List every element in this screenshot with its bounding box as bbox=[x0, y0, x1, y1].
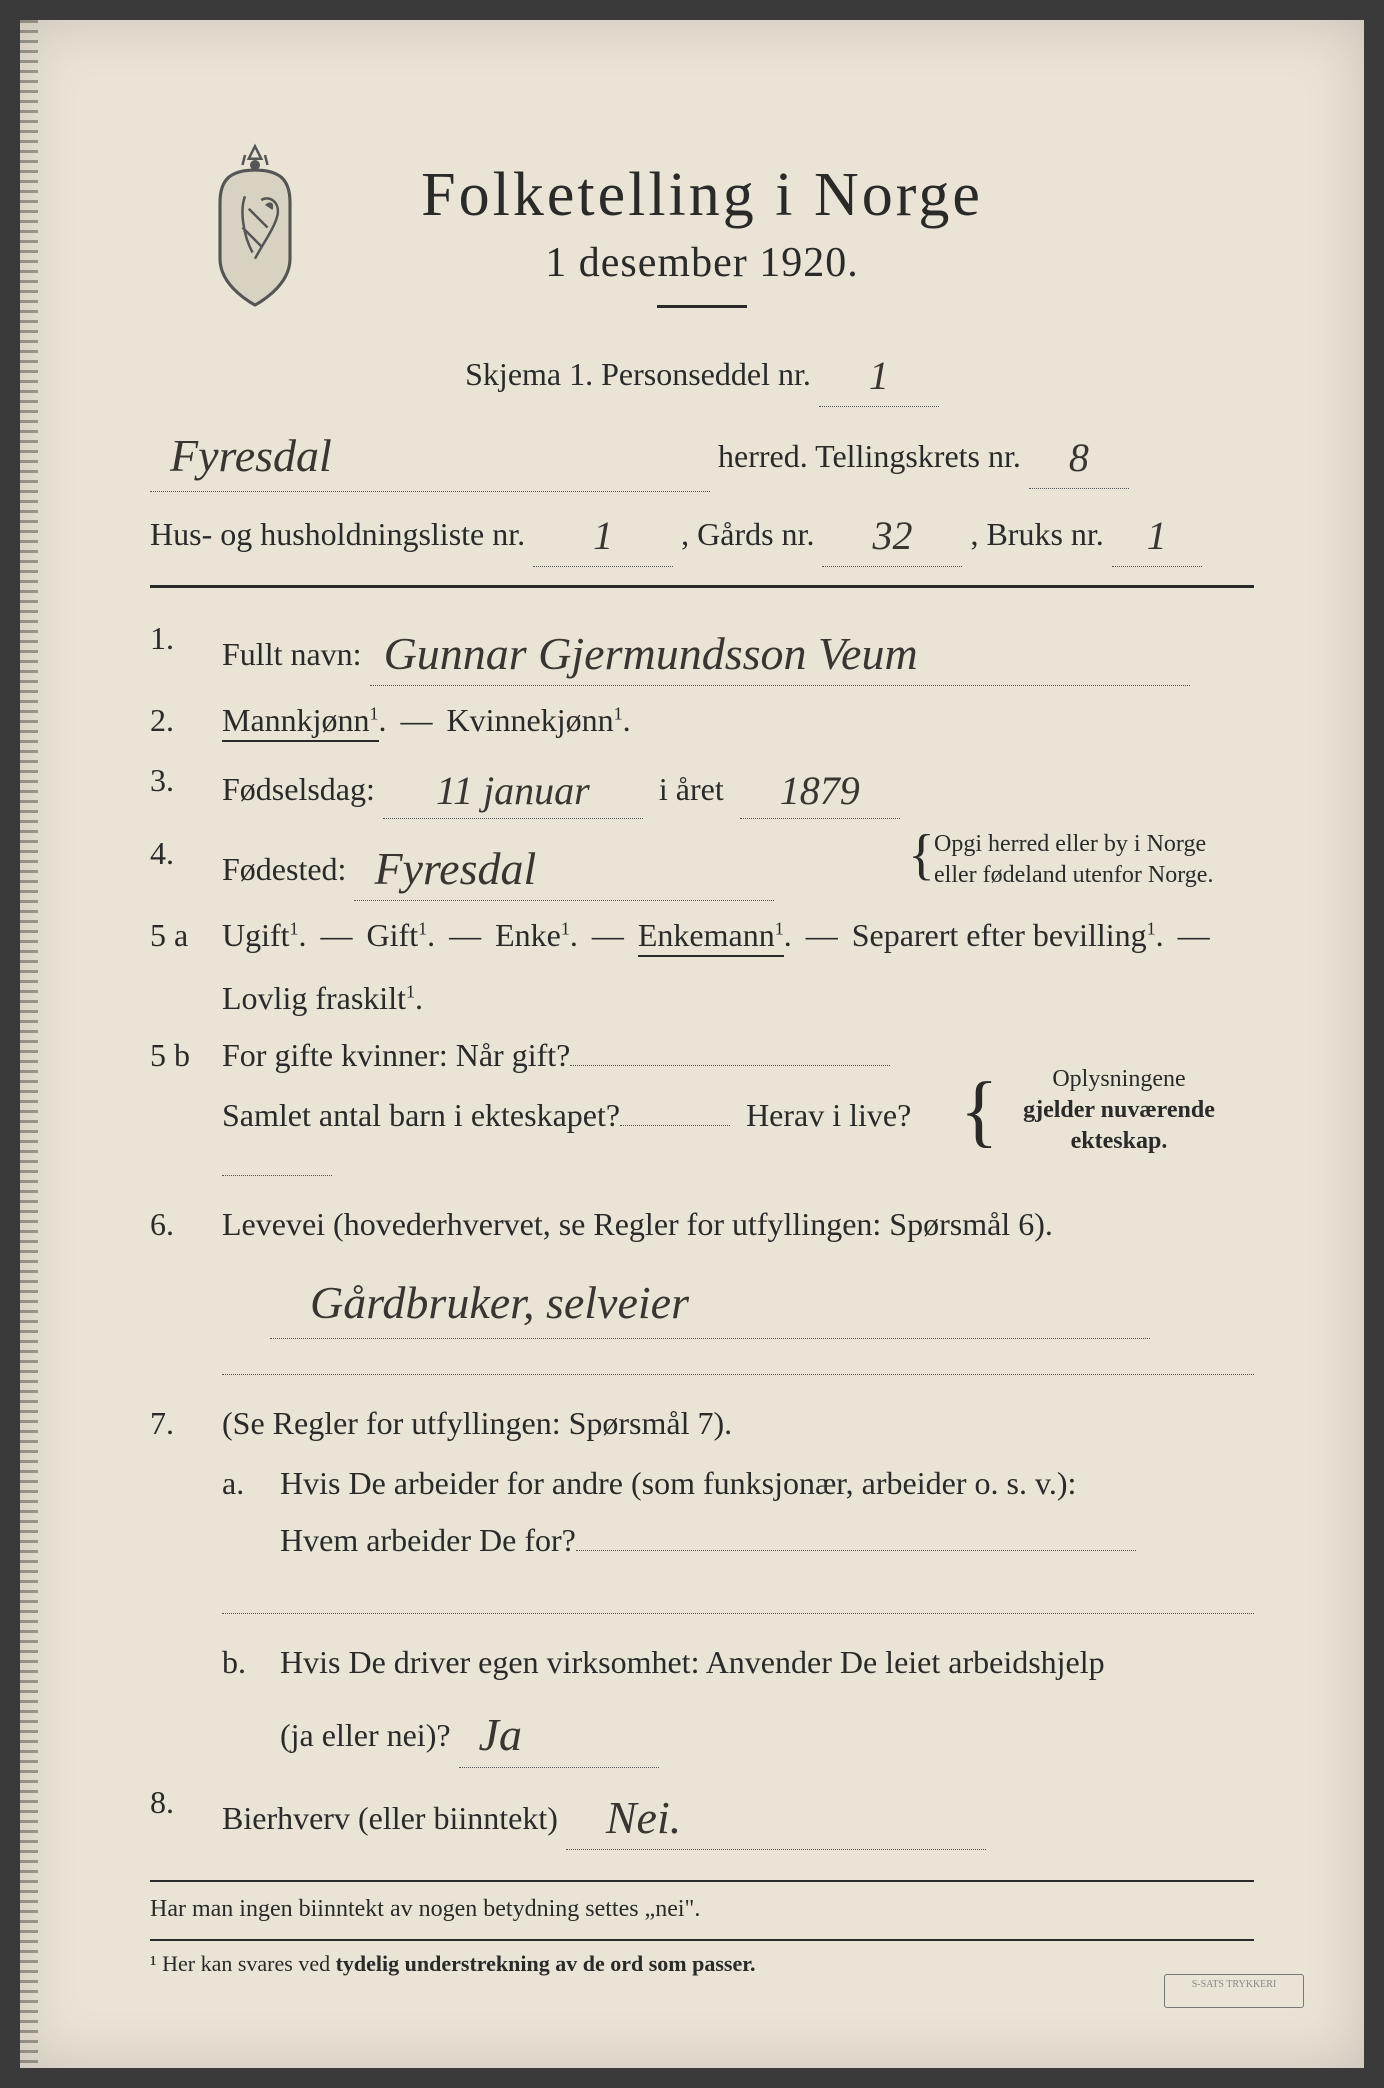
label: Skjema 1. Personseddel nr. bbox=[465, 356, 811, 392]
question-5a: 5 a Ugift1. — Gift1. — Enke1. — Enkemann… bbox=[150, 911, 1254, 961]
label: , Bruks nr. bbox=[970, 516, 1103, 552]
qnum: 8. bbox=[150, 1778, 222, 1850]
field-full-name: Gunnar Gjermundsson Veum bbox=[370, 614, 1190, 686]
q5b-line1: For gifte kvinner: Når gift? bbox=[222, 1031, 984, 1081]
question-8: 8. Bierhverv (eller biinntekt) Nei. bbox=[150, 1778, 1254, 1850]
qnum: 7. bbox=[150, 1399, 222, 1449]
divider bbox=[150, 585, 1254, 588]
blank-line bbox=[222, 1345, 1254, 1375]
printer-stamp: S-SATS TRYKKERI bbox=[1164, 1974, 1304, 2008]
field-children-total bbox=[620, 1125, 730, 1126]
question-2: 2. Mannkjønn1. — Kvinnekjønn1. bbox=[150, 696, 1254, 746]
question-5a-line2: Lovlig fraskilt1. bbox=[222, 971, 1254, 1025]
option-male-selected: Mannkjønn1 bbox=[222, 702, 379, 742]
question-4: 4. Fødested: Fyresdal Opgi herred eller … bbox=[150, 829, 1254, 901]
marital-option: Ugift1 bbox=[222, 917, 299, 953]
label: herred. Tellingskrets nr. bbox=[718, 438, 1021, 474]
header: Folketelling i Norge 1 desember 1920. bbox=[150, 160, 1254, 308]
qnum: 6. bbox=[150, 1200, 222, 1250]
option-female: Kvinnekjønn1 bbox=[447, 702, 623, 738]
field-hushold-nr: 1 bbox=[533, 498, 673, 567]
field-herred: Fyresdal bbox=[150, 413, 710, 492]
divider bbox=[657, 305, 747, 308]
field-personseddel-nr: 1 bbox=[819, 338, 939, 407]
label: Hus- og husholdningsliste nr. bbox=[150, 516, 525, 552]
question-7: 7. (Se Regler for utfyllingen: Spørsmål … bbox=[150, 1399, 1254, 1449]
qnum: 5 b bbox=[150, 1031, 222, 1190]
field-employer bbox=[576, 1550, 1136, 1551]
field-marriage-year bbox=[570, 1065, 890, 1066]
question-5b: 5 b For gifte kvinner: Når gift? Samlet … bbox=[150, 1031, 1254, 1190]
q7a-text: Hvis De arbeider for andre (som funksjon… bbox=[280, 1459, 1254, 1509]
q7b-text: Hvis De driver egen virksomhet: Anvender… bbox=[280, 1638, 1254, 1688]
field-occupation-line: Gårdbruker, selveier bbox=[270, 1260, 1254, 1339]
sub-a: a. bbox=[150, 1459, 280, 1566]
question-6: 6. Levevei (hovederhvervet, se Regler fo… bbox=[150, 1200, 1254, 1250]
question-3: 3. Fødselsdag: 11 januar i året 1879 bbox=[150, 756, 1254, 819]
aside-birthplace-note: Opgi herred eller by i Norge eller fødel… bbox=[914, 829, 1254, 891]
aside-marriage-note: Oplysningene gjelder nuværende ekteskap. bbox=[984, 1064, 1254, 1158]
marital-option: Separert efter bevilling1 bbox=[852, 917, 1156, 953]
footnote: ¹ Her kan svares ved tydelig understrekn… bbox=[150, 1939, 1254, 1977]
q7b-label2: (ja eller nei)? bbox=[280, 1717, 451, 1753]
field-hired-help: Ja bbox=[459, 1695, 659, 1767]
label: Levevei (hovederhvervet, se Regler for u… bbox=[222, 1206, 1053, 1242]
qnum: 1. bbox=[150, 614, 222, 686]
q5b-line2: Samlet antal barn i ekteskapet? Herav i … bbox=[222, 1091, 984, 1190]
q7a-label2: Hvem arbeider De for? bbox=[280, 1522, 576, 1558]
field-children-alive bbox=[222, 1175, 332, 1176]
question-7b: b. Hvis De driver egen virksomhet: Anven… bbox=[150, 1638, 1254, 1768]
row-skjema: Skjema 1. Personseddel nr. 1 bbox=[150, 338, 1254, 407]
label: Fødested: bbox=[222, 851, 346, 887]
field-occupation: Gårdbruker, selveier bbox=[270, 1260, 1150, 1339]
field-gards-nr: 32 bbox=[822, 498, 962, 567]
qnum: 4. bbox=[150, 829, 222, 879]
sub-b: b. bbox=[150, 1638, 280, 1768]
label: Bierhverv (eller biinntekt) bbox=[222, 1800, 558, 1836]
label: Fødselsdag: bbox=[222, 771, 375, 807]
marital-option: Gift1 bbox=[367, 917, 428, 953]
census-form-page: Folketelling i Norge 1 desember 1920. Sk… bbox=[20, 20, 1364, 2068]
label: (Se Regler for utfyllingen: Spørsmål 7). bbox=[222, 1405, 732, 1441]
row-herred: Fyresdal herred. Tellingskrets nr. 8 bbox=[150, 413, 1254, 492]
coat-of-arms-icon bbox=[190, 140, 320, 315]
field-bruks-nr: 1 bbox=[1112, 498, 1202, 567]
field-tellingskrets: 8 bbox=[1029, 420, 1129, 489]
label: Fullt navn: bbox=[222, 636, 362, 672]
marital-option: Enkemann1 bbox=[638, 917, 784, 957]
row-hushold: Hus- og husholdningsliste nr. 1 , Gårds … bbox=[150, 498, 1254, 567]
field-birthplace: Fyresdal bbox=[354, 829, 774, 901]
label: i året bbox=[659, 771, 724, 807]
field-secondary-occ: Nei. bbox=[566, 1778, 986, 1850]
qnum: 2. bbox=[150, 696, 222, 746]
qnum: 3. bbox=[150, 756, 222, 819]
qnum: 5 a bbox=[150, 911, 222, 961]
field-birth-day: 11 januar bbox=[383, 756, 643, 819]
field-birth-year: 1879 bbox=[740, 756, 900, 819]
label: , Gårds nr. bbox=[681, 516, 814, 552]
marital-option: Enke1 bbox=[495, 917, 570, 953]
footer-instruction: Har man ingen biinntekt av nogen betydni… bbox=[150, 1880, 1254, 1923]
blank-line bbox=[222, 1584, 1254, 1614]
question-7a: a. Hvis De arbeider for andre (som funks… bbox=[150, 1459, 1254, 1566]
question-1: 1. Fullt navn: Gunnar Gjermundsson Veum bbox=[150, 614, 1254, 686]
